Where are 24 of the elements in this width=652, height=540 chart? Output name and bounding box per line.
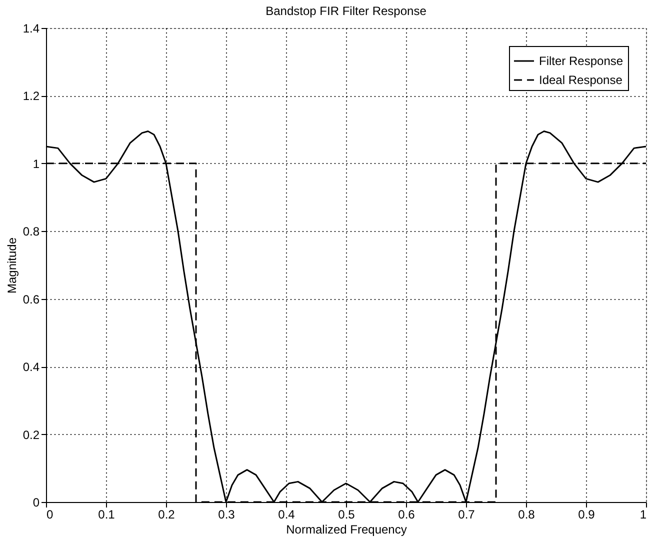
- legend-label: Ideal Response: [539, 73, 623, 87]
- x-tick-label: 0.9: [578, 508, 596, 522]
- x-tick-label: 0.7: [458, 508, 476, 522]
- y-tick-label: 0.6: [22, 292, 40, 306]
- y-tick-label: 1: [32, 156, 40, 171]
- x-tick-label: 0.3: [218, 508, 236, 522]
- chart-title: Bandstop FIR Filter Response: [266, 4, 427, 18]
- x-tick-label: 0.6: [398, 508, 416, 522]
- x-tick-label: 0.8: [518, 508, 536, 522]
- y-tick-label: 0: [32, 496, 40, 510]
- y-tick-label: 0.2: [22, 428, 40, 442]
- x-tick-label: 0.1: [98, 508, 116, 522]
- x-tick-label: 0.5: [338, 508, 356, 522]
- y-tick-label: 0.4: [22, 360, 40, 374]
- legend-label: Filter Response: [539, 54, 624, 68]
- x-axis-title: Normalized Frequency: [286, 522, 407, 536]
- x-tick-label: 0.2: [158, 508, 176, 522]
- y-axis-title: Magnitude: [4, 237, 19, 294]
- y-tick-label: 1.4: [22, 22, 40, 36]
- y-tick-label: 1.2: [22, 89, 40, 104]
- x-tick-label: 0: [46, 508, 54, 522]
- x-tick-label: 1: [640, 508, 647, 522]
- y-tick-label: 0.8: [22, 224, 40, 239]
- x-tick-label: 0.4: [278, 508, 296, 522]
